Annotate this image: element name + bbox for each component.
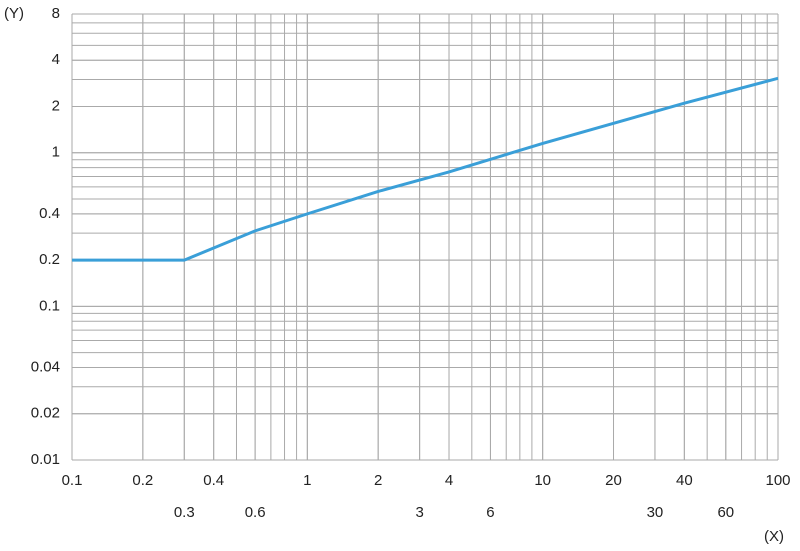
y-tick-label: 2	[52, 97, 60, 114]
x-tick-label: 0.6	[245, 504, 266, 521]
y-axis-label: (Y)	[4, 5, 24, 22]
y-tick-label: 0.2	[39, 251, 60, 268]
y-tick-label: 0.04	[31, 358, 60, 375]
x-tick-label: 1	[303, 472, 311, 489]
x-tick-label: 40	[676, 472, 693, 489]
x-tick-label: 2	[374, 472, 382, 489]
x-tick-label: 30	[647, 504, 664, 521]
x-axis-label: (X)	[764, 528, 784, 545]
data-line	[72, 76, 779, 262]
x-tick-label: 3	[415, 504, 423, 521]
y-tick-label: 4	[52, 51, 60, 68]
y-tick-label: 0.01	[31, 451, 60, 468]
x-tick-label: 20	[605, 472, 622, 489]
x-tick-label: 100	[765, 472, 790, 489]
y-tick-label: 8	[52, 5, 60, 22]
x-tick-label: 0.4	[203, 472, 224, 489]
y-tick-label: 1	[52, 144, 60, 161]
y-tick-label: 0.02	[31, 405, 60, 422]
x-tick-label: 10	[534, 472, 551, 489]
y-tick-label: 0.4	[39, 205, 60, 222]
y-tick-label: 0.1	[39, 297, 60, 314]
x-tick-label: 60	[717, 504, 734, 521]
x-tick-label: 6	[486, 504, 494, 521]
x-tick-label: 0.1	[62, 472, 83, 489]
x-tick-label: 0.2	[132, 472, 153, 489]
x-tick-label: 4	[445, 472, 453, 489]
x-tick-label: 0.3	[174, 504, 195, 521]
